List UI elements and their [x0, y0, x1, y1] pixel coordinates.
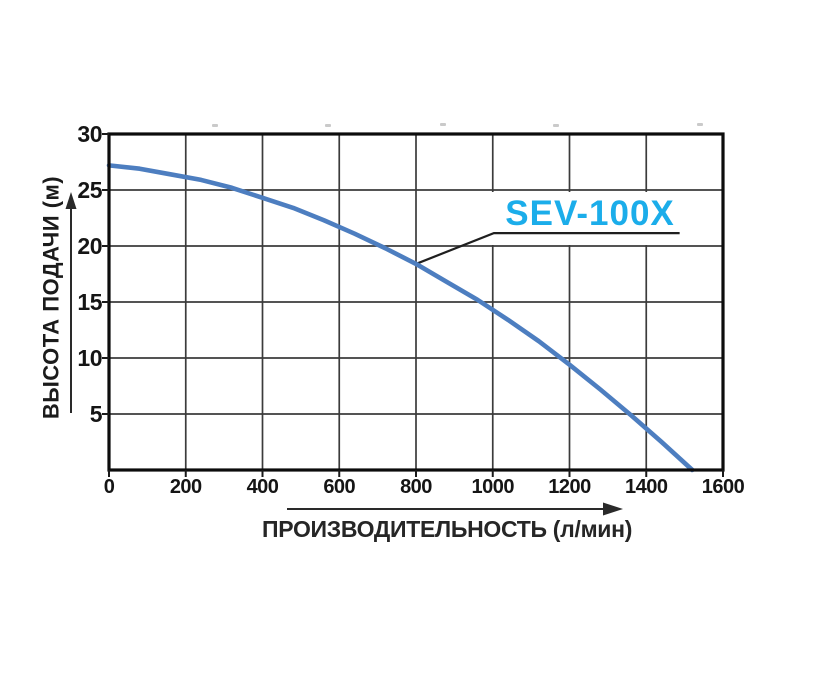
y-tick-label: 25 [77, 177, 102, 203]
x-tick-label: 1600 [702, 476, 745, 498]
series-label-sev-100x: SEV-100X [505, 194, 675, 233]
x-tick-label: 1200 [548, 476, 591, 498]
x-tick-label: 1400 [625, 476, 668, 498]
x-tick-label: 1000 [472, 476, 515, 498]
compression-artifact-dot [212, 124, 218, 127]
series-label-mask [488, 192, 692, 245]
y-tick-label: 30 [77, 121, 102, 147]
x-tick-label: 400 [247, 476, 279, 498]
compression-artifact-dot [440, 123, 446, 126]
x-tick-label: 600 [323, 476, 355, 498]
x-axis-title: ПРОИЗВОДИТЕЛЬНОСТЬ (л/мин) [262, 516, 633, 542]
x-tick-label: 800 [400, 476, 432, 498]
x-tick-label: 0 [104, 476, 115, 498]
series-label-leader-line [415, 232, 680, 265]
compression-artifact-dot [697, 123, 703, 126]
y-tick-label: 10 [77, 345, 102, 371]
x-axis-arrow-head-icon [603, 502, 623, 516]
y-axis-title: ВЫСОТА ПОДАЧИ (м) [38, 175, 64, 420]
y-axis-arrow-head-icon [65, 192, 77, 209]
compression-artifact-dot [325, 124, 331, 127]
compression-artifact-dot [553, 124, 559, 127]
performance-curve [106, 163, 695, 473]
x-tick-label: 200 [170, 476, 202, 498]
y-tick-label: 20 [77, 233, 102, 259]
y-tick-label: 15 [77, 289, 102, 315]
y-tick-label: 5 [90, 401, 103, 427]
